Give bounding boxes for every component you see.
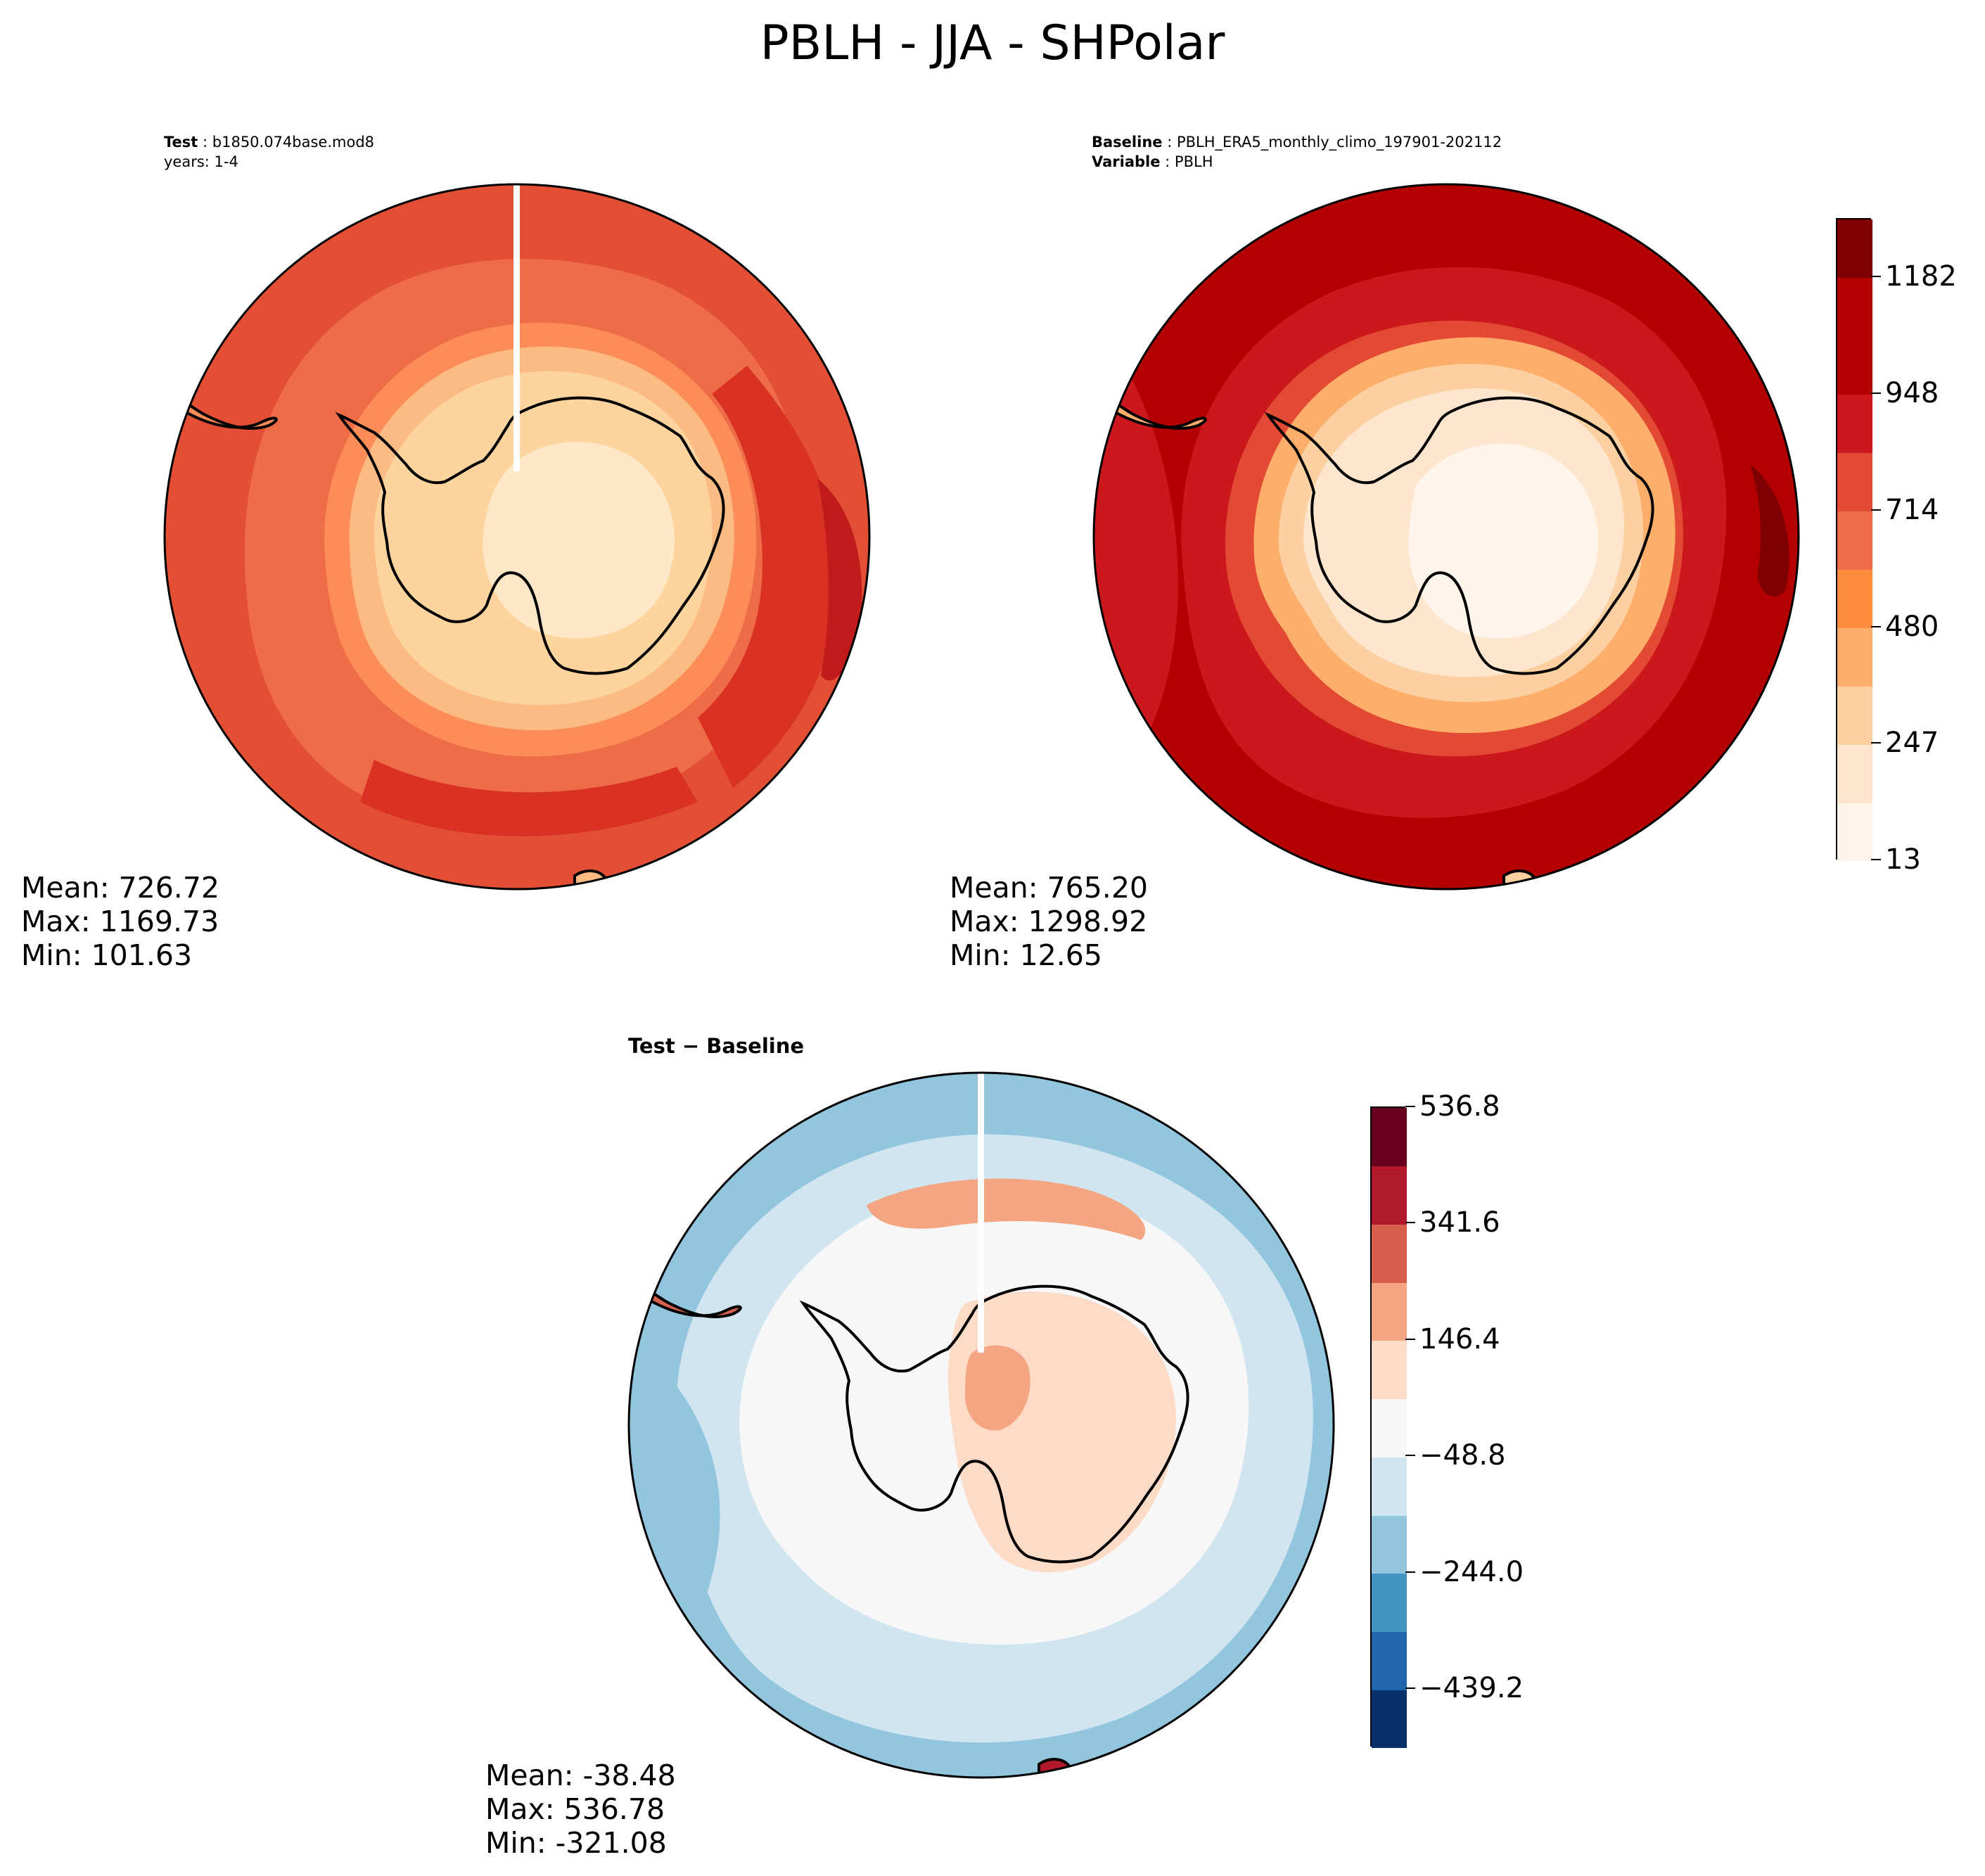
difference-antarctic-patch xyxy=(965,1345,1030,1431)
baseline-map xyxy=(1092,183,1800,891)
test-min: Min: 101.63 xyxy=(21,938,193,972)
baseline-colorbar-tick-label: 247 xyxy=(1885,727,1939,760)
baseline-variable-value: PBLH xyxy=(1174,153,1213,170)
test-ocean-dark-south xyxy=(360,760,698,836)
difference-colorbar-tickmark xyxy=(1405,1338,1415,1340)
baseline-colorbar-segment xyxy=(1837,627,1872,687)
baseline-colorbar-segment xyxy=(1837,336,1872,395)
difference-stats: Mean: -38.48 Max: 536.78 Min: -321.08 xyxy=(485,1759,676,1860)
baseline-ocean-darkest-east xyxy=(1750,464,1789,597)
baseline-min: Min: 12.65 xyxy=(950,938,1102,972)
test-case-value: b1850.074base.mod8 xyxy=(212,134,375,151)
baseline-colorbar-segment xyxy=(1837,277,1872,337)
difference-colorbar-tickmark xyxy=(1405,1571,1415,1573)
baseline-colorbar-tickmark xyxy=(1871,275,1881,277)
test-missing-meridian xyxy=(513,184,520,471)
baseline-colorbar-tickmark xyxy=(1871,859,1881,860)
difference-map xyxy=(627,1071,1335,1779)
test-stats: Mean: 726.72 Max: 1169.73 Min: 101.63 xyxy=(21,871,219,972)
test-ocean-darkest-east xyxy=(817,478,862,681)
baseline-header: Baseline : PBLH_ERA5_monthly_climo_19790… xyxy=(1092,134,1502,170)
test-years: years: 1-4 xyxy=(164,153,238,170)
difference-mean: Mean: -38.48 xyxy=(485,1759,676,1792)
test-map xyxy=(163,183,871,891)
baseline-colorbar-tick-label: 714 xyxy=(1885,493,1939,526)
difference-antarctica-coast xyxy=(799,1284,1189,1564)
difference-min: Min: -321.08 xyxy=(485,1826,667,1860)
difference-colorbar-tick-label: 341.6 xyxy=(1419,1206,1500,1239)
difference-colorbar-segment xyxy=(1372,1690,1407,1749)
baseline-colorbar-segment xyxy=(1837,452,1872,512)
difference-colorbar-tick-label: −244.0 xyxy=(1419,1555,1524,1588)
baseline-colorbar-segment xyxy=(1837,686,1872,745)
baseline-colorbar-tickmark xyxy=(1871,742,1881,744)
test-case-key: Test xyxy=(164,134,198,151)
difference-colorbar-tick-label: 146.4 xyxy=(1419,1322,1500,1355)
baseline-colorbar-tickmark xyxy=(1871,625,1881,627)
difference-max: Max: 536.78 xyxy=(485,1792,665,1826)
difference-colorbar-tickmark xyxy=(1405,1222,1415,1224)
difference-title: Test − Baseline xyxy=(628,1034,805,1058)
difference-colorbar-tickmark xyxy=(1405,1455,1415,1457)
test-mean: Mean: 726.72 xyxy=(21,871,220,905)
difference-colorbar-tickmark xyxy=(1405,1687,1415,1690)
baseline-variable-key: Variable xyxy=(1092,153,1161,170)
baseline-mean: Mean: 765.20 xyxy=(950,871,1149,905)
baseline-colorbar-tick-label: 1182 xyxy=(1885,260,1957,293)
baseline-case-key: Baseline xyxy=(1092,134,1163,151)
figure-title: PBLH - JJA - SHPolar xyxy=(760,15,1225,71)
baseline-colorbar-segment xyxy=(1837,394,1872,454)
baseline-antarctica-coast xyxy=(1264,396,1654,675)
baseline-max: Max: 1298.92 xyxy=(950,905,1148,938)
difference-colorbar xyxy=(1370,1106,1407,1749)
baseline-colorbar-segment xyxy=(1837,569,1872,628)
baseline-stats: Mean: 765.20 Max: 1298.92 Min: 12.65 xyxy=(950,871,1148,972)
baseline-colorbar-tick-label: 480 xyxy=(1885,610,1939,643)
difference-colorbar-segment xyxy=(1372,1631,1407,1690)
difference-colorbar-segment xyxy=(1372,1515,1407,1574)
difference-missing-meridian xyxy=(978,1073,984,1353)
test-antarctica-coast xyxy=(335,396,725,675)
test-header: Test : b1850.074base.mod8 years: 1-4 xyxy=(164,134,375,170)
baseline-colorbar-segment xyxy=(1837,744,1872,803)
difference-colorbar-segment xyxy=(1372,1166,1407,1225)
test-max: Max: 1169.73 xyxy=(21,905,219,938)
baseline-colorbar-tick-label: 13 xyxy=(1885,843,1921,876)
baseline-colorbar-tickmark xyxy=(1871,509,1881,511)
baseline-colorbar-tickmark xyxy=(1871,392,1881,394)
test-interior-light xyxy=(483,441,675,639)
difference-pink-band-north xyxy=(867,1178,1146,1240)
difference-colorbar-segment xyxy=(1372,1282,1407,1341)
difference-colorbar-tick-label: 536.8 xyxy=(1419,1090,1500,1123)
baseline-case-value: PBLH_ERA5_monthly_climo_197901-202112 xyxy=(1176,134,1502,151)
difference-colorbar-segment xyxy=(1372,1573,1407,1633)
difference-colorbar-tickmark xyxy=(1405,1106,1415,1107)
test-ocean-dark-east xyxy=(698,366,838,788)
baseline-colorbar-segment xyxy=(1837,219,1872,279)
baseline-colorbar xyxy=(1836,218,1872,862)
baseline-colorbar-segment xyxy=(1837,511,1872,570)
difference-colorbar-segment xyxy=(1372,1398,1407,1457)
baseline-interior-lightest xyxy=(1408,443,1598,639)
difference-colorbar-segment xyxy=(1372,1457,1407,1516)
difference-colorbar-segment xyxy=(1372,1108,1407,1167)
baseline-colorbar-segment xyxy=(1837,803,1872,862)
difference-colorbar-tick-label: −48.8 xyxy=(1419,1439,1506,1472)
baseline-colorbar-tick-label: 948 xyxy=(1885,376,1939,409)
difference-colorbar-tick-label: −439.2 xyxy=(1419,1672,1524,1705)
difference-colorbar-segment xyxy=(1372,1224,1407,1283)
difference-colorbar-segment xyxy=(1372,1340,1407,1400)
